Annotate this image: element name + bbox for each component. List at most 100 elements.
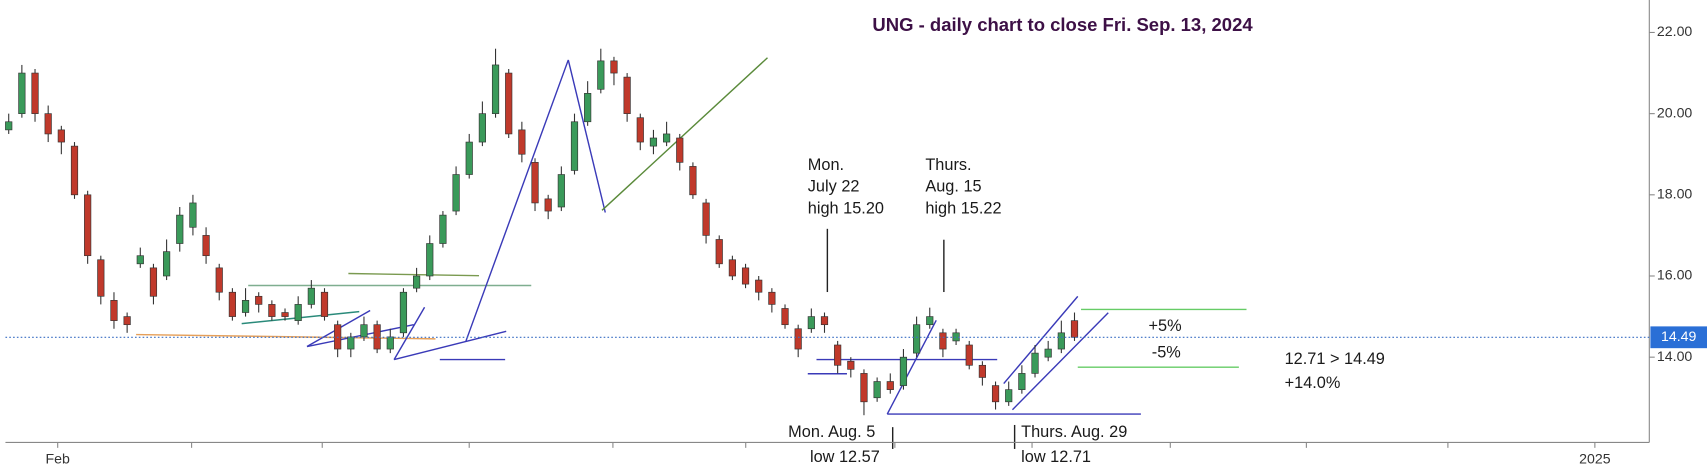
annotation: Aug. 15 [925,178,981,196]
annotation: July 22 [808,178,860,196]
annotation: 12.71 > 14.49 [1285,350,1385,368]
candle-body [636,117,644,143]
candle-body [478,113,486,143]
candle-body [873,381,881,399]
candle-body [820,316,829,326]
candle-body [557,174,565,208]
candle-body [452,174,460,212]
trend-line [393,330,507,361]
annotation: high 15.22 [925,200,1001,218]
y-tick-label: 16.00 [1657,267,1693,283]
last-price-box [1650,326,1707,349]
candle-body [281,312,289,317]
candle-body [939,332,947,350]
candle-body [663,133,671,143]
y-tick-label: 22.00 [1657,23,1693,39]
candle-body [623,76,631,114]
x-tick-label: 2025 [1579,451,1611,467]
candle-body [886,381,894,390]
candle-body [189,202,197,228]
trend-line [465,59,569,342]
candle-body [5,121,13,131]
candle-body [768,291,776,305]
trend-line [306,324,414,348]
candle-body [320,291,329,317]
x-tick-label: Feb [46,451,70,467]
candle-body [899,356,908,386]
candle-body [860,373,868,403]
annotation: Mon. [808,156,844,174]
y-tick-label: 20.00 [1657,104,1693,120]
annotation: low 12.57 [810,448,880,466]
trend-line [601,57,768,211]
candle-body [715,239,723,265]
candle-body [294,304,302,321]
candle-body [649,137,658,147]
candle-body [584,93,592,123]
trend-line [1011,312,1109,411]
candle-body [689,166,697,196]
candle-body [110,300,118,321]
candle-body [847,360,855,370]
candle-body [531,162,539,204]
candle-body [360,324,368,338]
annotation: Mon. Aug. 5 [788,423,875,441]
candle-body [123,316,131,326]
candle-body [794,328,802,350]
candle-body [426,243,434,277]
annotation: low 12.71 [1021,448,1091,466]
candle-body [702,202,710,236]
y-tick-label: 14.00 [1657,348,1693,364]
annotation: -5% [1152,343,1181,361]
annotation: +14.0% [1285,374,1341,392]
candle-body [728,259,736,277]
candle-body [1018,373,1026,390]
candle-body [991,385,1000,403]
candle-body [228,291,236,317]
candle-body [965,344,973,366]
candle-body [176,214,184,244]
candle-body [307,287,315,305]
candle-body [926,316,934,326]
candle-body [44,113,52,135]
month-ticks [57,442,1596,448]
candle-body [215,267,223,293]
candle-body [386,336,394,350]
candle-body [505,72,513,135]
candle-body [84,194,92,257]
candle-body [202,235,210,257]
chart-title: UNG - daily chart to close Fri. Sep. 13,… [872,14,1253,35]
candle-body [136,255,144,265]
candle-body [1057,332,1065,350]
candle-body [57,129,65,143]
candle-body [413,275,421,289]
candle-body [741,267,750,285]
last-price-label: 14.49 [1661,328,1697,344]
candle-body [1031,352,1039,374]
candle-body [70,145,79,196]
candle-body [97,259,105,297]
annotation: Thurs. Aug. 29 [1021,423,1127,441]
candle-body [268,304,276,317]
candle-body [241,300,250,313]
candle-body [1044,348,1052,358]
trend-line [886,320,937,415]
candle-body [1070,320,1079,338]
candle-body [518,129,526,155]
candle-body [399,291,408,334]
candle-body [834,344,842,366]
candle-body [570,121,579,171]
candle-body [913,324,921,354]
y-tick-label: 18.00 [1657,186,1693,202]
candle-body [491,64,500,114]
candle-body [18,72,26,114]
candle-body [163,251,171,277]
candle-body [610,60,618,74]
trend-line [567,59,606,213]
candle-body [149,267,158,297]
annotation: Thurs. [925,156,971,174]
annotation: high 15.20 [808,200,884,218]
candle-body [31,72,39,114]
annotation: +5% [1149,317,1182,335]
